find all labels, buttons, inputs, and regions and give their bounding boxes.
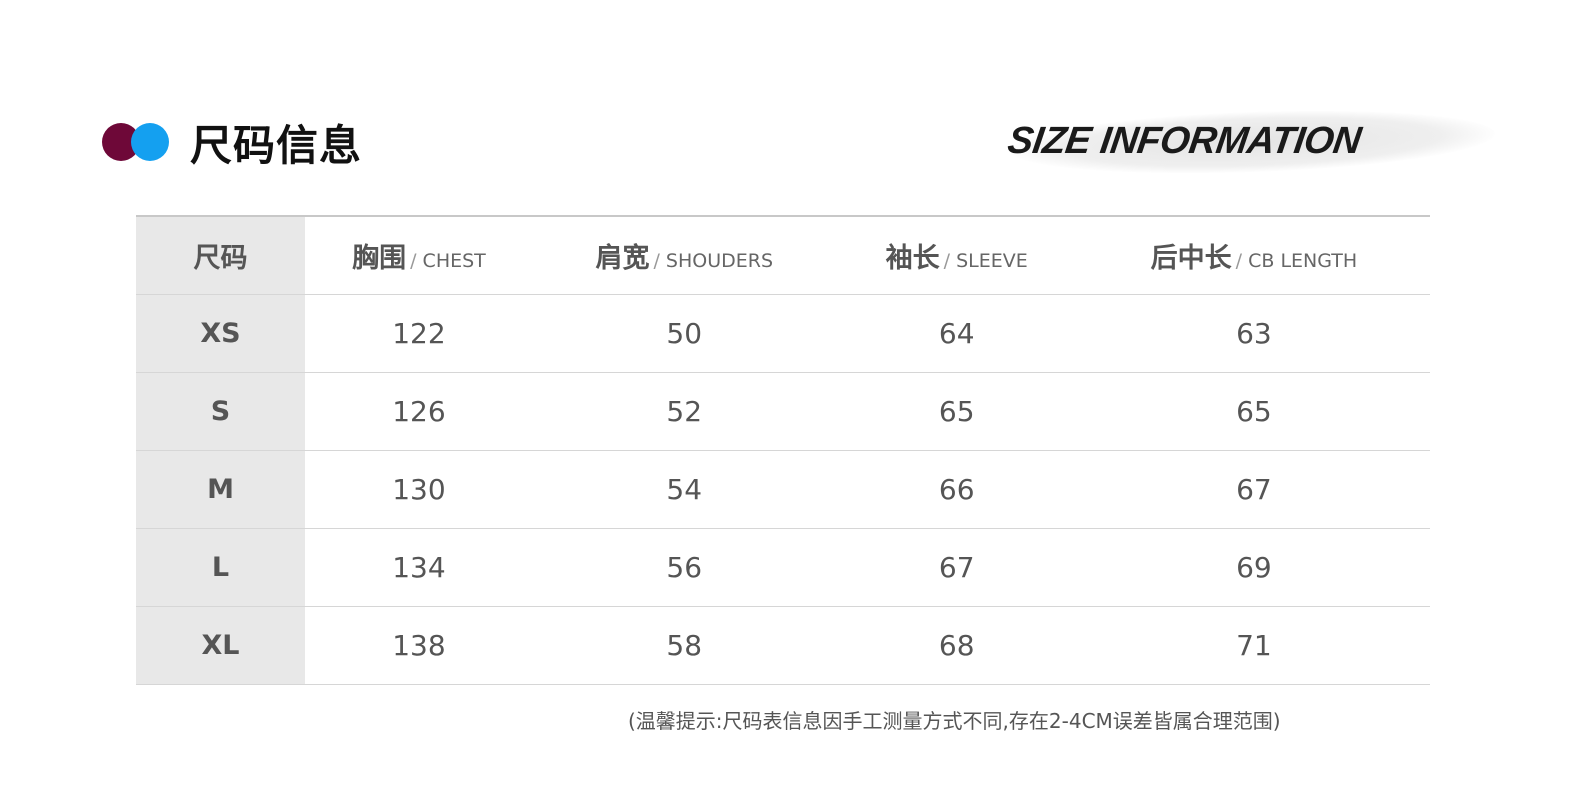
- table-header-row: 尺码 胸围CHEST 肩宽SHOUDERS 袖长SLEEVE 后中长CB LEN…: [136, 215, 1430, 295]
- measurement-cell: 52: [532, 372, 836, 451]
- column-header-zh: 袖长: [885, 243, 940, 274]
- column-header-size: 尺码: [136, 215, 305, 295]
- measurement-cell: 69: [1077, 528, 1430, 607]
- column-header-chest: 胸围CHEST: [305, 215, 533, 295]
- page-title: 尺码信息: [190, 121, 363, 170]
- measurement-cell: 65: [1077, 372, 1430, 451]
- size-label: L: [136, 528, 305, 607]
- measurement-cell: 134: [305, 528, 533, 607]
- column-header-shoulders: 肩宽SHOUDERS: [532, 215, 836, 295]
- measurement-cell: 63: [1077, 294, 1430, 373]
- measurement-cell: 130: [305, 450, 533, 529]
- measurement-cell: 68: [835, 606, 1078, 685]
- column-header-zh: 胸围: [352, 243, 407, 274]
- measurement-cell: 126: [305, 372, 533, 451]
- table-row: XL 138 58 68 71: [136, 606, 1430, 685]
- size-table: 尺码 胸围CHEST 肩宽SHOUDERS 袖长SLEEVE 后中长CB LEN…: [136, 215, 1430, 685]
- measurement-note: (温馨提示:尺码表信息因手工测量方式不同,存在2-4CM误差皆属合理范围): [628, 709, 1281, 733]
- table-row: XS 122 50 64 63: [136, 294, 1430, 373]
- size-label: S: [136, 372, 305, 451]
- size-label: XS: [136, 294, 305, 373]
- measurement-cell: 67: [1077, 450, 1430, 529]
- measurement-cell: 58: [532, 606, 836, 685]
- column-header-cb-length: 后中长CB LENGTH: [1077, 215, 1430, 295]
- table-row: M 130 54 66 67: [136, 450, 1430, 529]
- size-label: XL: [136, 606, 305, 685]
- measurement-cell: 71: [1077, 606, 1430, 685]
- table-row: L 134 56 67 69: [136, 528, 1430, 607]
- column-header-zh: 肩宽: [595, 243, 650, 274]
- column-header-zh: 后中长: [1150, 243, 1232, 274]
- measurement-cell: 67: [835, 528, 1078, 607]
- page-title-en: SIZE INFORMATION: [1005, 120, 1364, 162]
- column-header-en: SLEEVE: [944, 250, 1028, 272]
- column-header-en: SHOUDERS: [653, 250, 773, 272]
- column-header-zh: 尺码: [193, 243, 248, 274]
- size-label: M: [136, 450, 305, 529]
- measurement-cell: 65: [835, 372, 1078, 451]
- blue-dot-icon: [131, 123, 169, 161]
- measurement-cell: 54: [532, 450, 836, 529]
- column-header-sleeve: 袖长SLEEVE: [835, 215, 1078, 295]
- measurement-cell: 64: [835, 294, 1078, 373]
- measurement-cell: 50: [532, 294, 836, 373]
- measurement-cell: 122: [305, 294, 533, 373]
- measurement-cell: 56: [532, 528, 836, 607]
- table-row: S 126 52 65 65: [136, 372, 1430, 451]
- column-header-en: CB LENGTH: [1236, 250, 1358, 272]
- measurement-cell: 66: [835, 450, 1078, 529]
- column-header-en: CHEST: [410, 250, 486, 272]
- measurement-cell: 138: [305, 606, 533, 685]
